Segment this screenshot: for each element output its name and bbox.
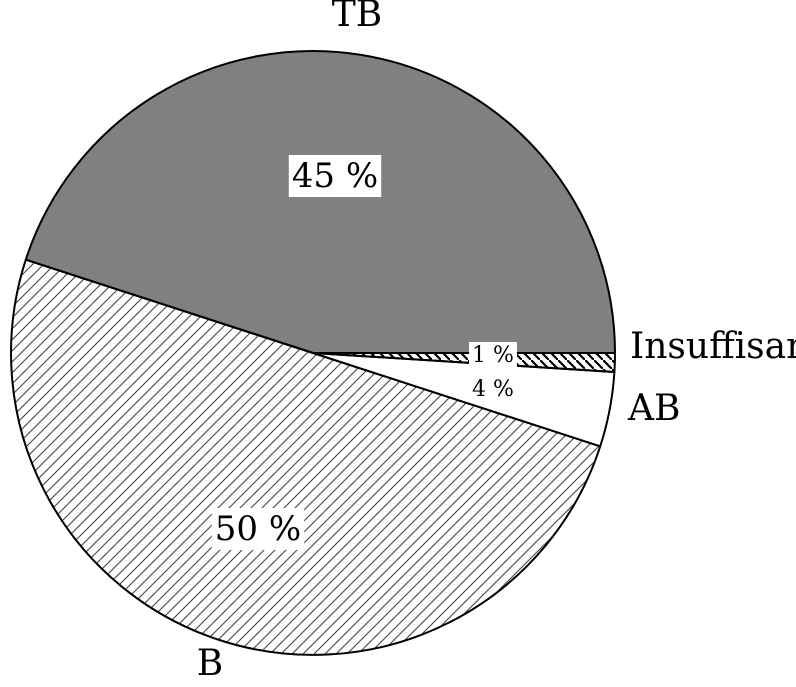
category-label-insuffisant: Insuffisant (630, 326, 796, 367)
value-label-b: 50 % (215, 509, 301, 549)
value-label-ab: 4 % (472, 377, 514, 402)
pie-slices (10, 50, 616, 656)
pie-slice-b (10, 258, 602, 656)
pie-slice-insuffisant (312, 352, 616, 373)
category-label-b: B (197, 643, 223, 684)
value-label-bg-insuffisant (469, 342, 517, 369)
category-label-ab: AB (627, 388, 680, 429)
pie-slice-tb (24, 50, 616, 354)
value-label-bg-b (211, 508, 305, 550)
pie-labels: 45 % TB 50 % B 4 % AB 1 % Insuffisant (197, 0, 796, 684)
value-label-bg-tb (288, 155, 382, 197)
value-label-insuffisant: 1 % (472, 343, 514, 368)
category-label-tb: TB (332, 0, 382, 35)
value-label-tb: 45 % (292, 156, 378, 196)
